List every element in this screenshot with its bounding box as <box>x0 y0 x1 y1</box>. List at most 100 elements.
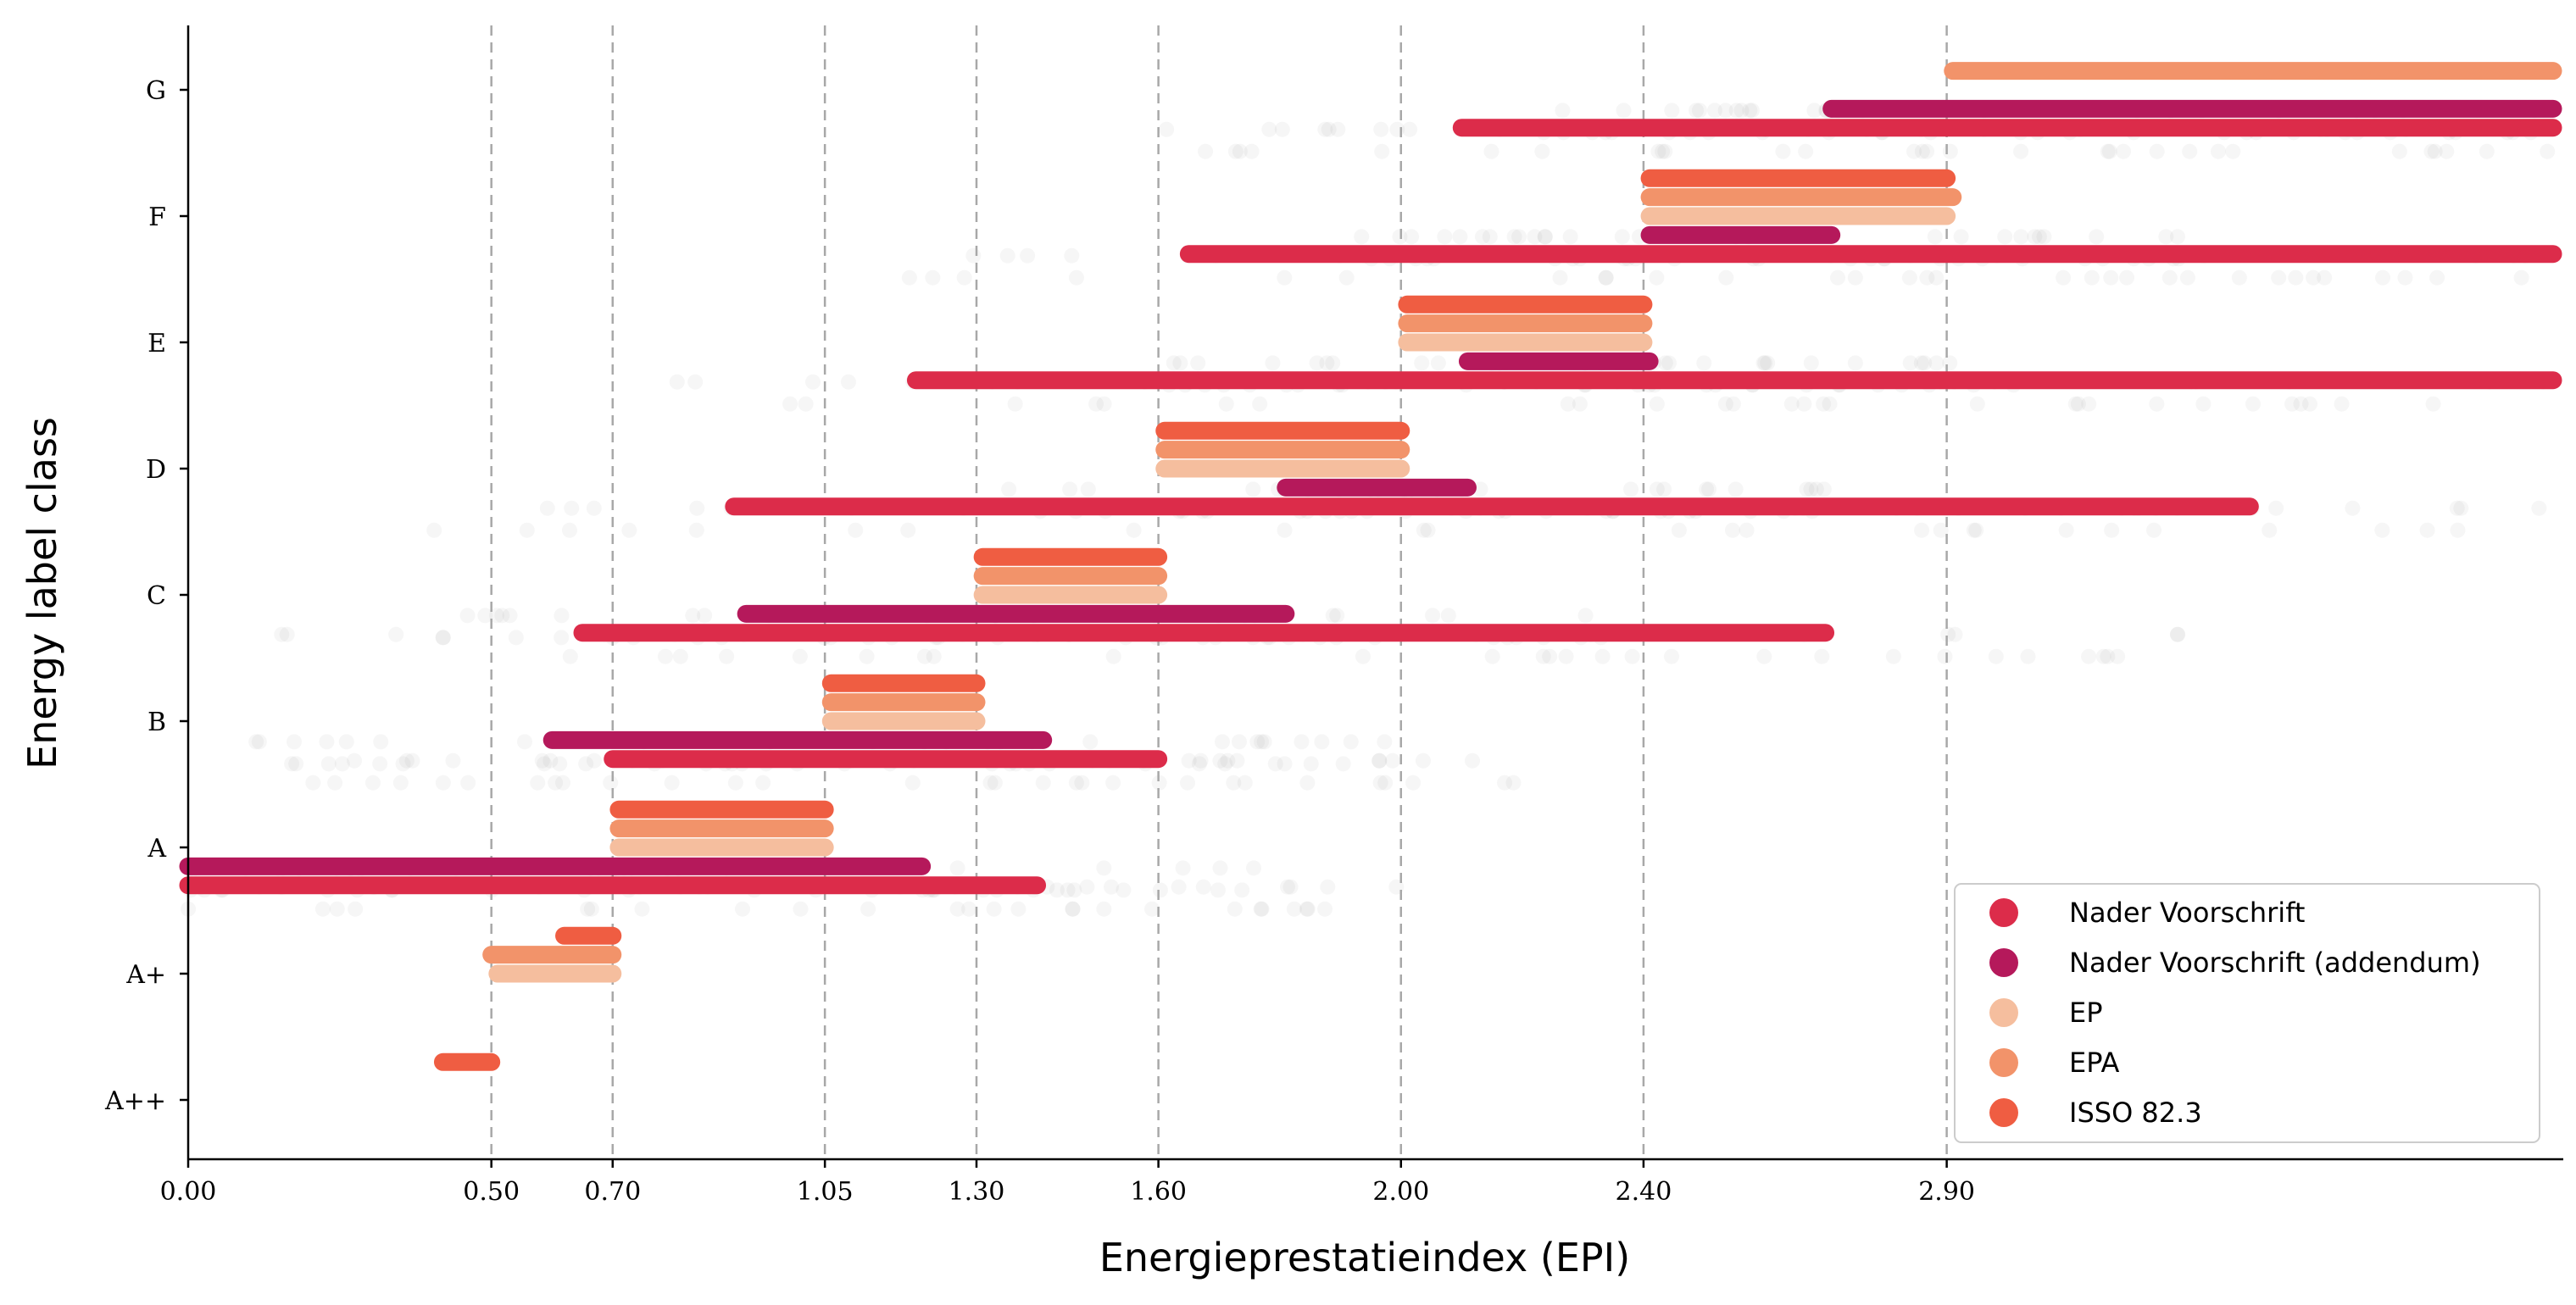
y-tick-label: F <box>148 203 166 232</box>
legend-label: ISSO 82.3 <box>2069 1097 2202 1129</box>
background-dot <box>1144 901 1160 917</box>
background-dot <box>1452 229 1468 245</box>
background-dot <box>1598 269 1614 286</box>
background-dot <box>1616 103 1632 119</box>
background-dot <box>284 756 300 772</box>
background-dot <box>1798 143 1814 159</box>
background-dot <box>1116 882 1132 898</box>
background-dot <box>1335 756 1351 772</box>
background-dot <box>392 775 409 791</box>
background-dot <box>1552 269 1568 286</box>
background-dot <box>688 522 704 538</box>
background-dot <box>435 775 451 791</box>
background-dot <box>926 648 942 664</box>
background-dot <box>1902 355 1918 371</box>
background-dot <box>1191 756 1207 772</box>
background-dot <box>1105 648 1121 664</box>
background-dot <box>1253 901 1269 917</box>
y-tick-label: G <box>146 76 166 106</box>
background-dot <box>1724 522 1740 538</box>
background-dot <box>2067 396 2084 412</box>
background-dot <box>564 500 580 516</box>
background-dot <box>735 901 751 917</box>
background-dot <box>2288 269 2304 286</box>
background-dot <box>848 522 864 538</box>
series-group <box>433 169 1956 1071</box>
background-dot <box>2423 143 2440 159</box>
background-dot <box>288 756 304 772</box>
background-dot <box>2027 229 2043 245</box>
background-dot <box>2334 396 2350 412</box>
background-dot <box>965 247 982 264</box>
background-dot <box>916 648 932 664</box>
background-dot <box>2429 269 2445 286</box>
background-dot <box>1425 608 1441 624</box>
y-tick-label: A+ <box>125 960 166 990</box>
background-dot <box>2013 229 2029 245</box>
background-dot <box>1261 121 1277 137</box>
background-dot <box>305 775 321 791</box>
background-dot <box>1927 229 1943 245</box>
background-dot <box>554 630 570 646</box>
background-dot <box>1193 752 1209 769</box>
background-dot <box>1416 522 1432 538</box>
background-dot <box>1234 882 1250 898</box>
background-dot <box>562 648 578 664</box>
background-dot <box>388 626 404 642</box>
background-dot <box>982 775 999 791</box>
background-dot <box>1497 775 1513 791</box>
background-dot <box>1928 269 1945 286</box>
legend-marker <box>1989 898 2018 927</box>
background-dot <box>1742 103 1758 119</box>
background-dot <box>1649 481 1665 497</box>
background-dot <box>1065 901 1081 917</box>
background-dot <box>364 775 381 791</box>
background-dot <box>2397 269 2413 286</box>
background-dot <box>2169 626 2185 642</box>
background-dot <box>1783 396 1800 412</box>
background-dot <box>1706 103 1722 119</box>
background-dot <box>687 374 704 390</box>
background-dot <box>1650 143 1666 159</box>
background-dot <box>925 269 941 286</box>
background-dot <box>1068 269 1084 286</box>
background-dot <box>1537 229 1553 245</box>
background-dot <box>2450 522 2466 538</box>
background-dot <box>1404 229 1420 245</box>
background-dot <box>561 522 577 538</box>
background-dot <box>1354 229 1370 245</box>
background-dot <box>904 775 921 791</box>
background-dot <box>1252 396 1268 412</box>
background-dot <box>2345 500 2361 516</box>
background-dot <box>459 608 476 624</box>
background-dot <box>1405 775 1422 791</box>
background-dot <box>489 608 505 624</box>
background-dot <box>1664 648 1680 664</box>
legend-marker <box>1989 1048 2018 1077</box>
background-dot <box>1105 775 1121 791</box>
background-dot <box>2479 143 2495 159</box>
y-tick-label: E <box>147 329 166 358</box>
background-dot <box>251 734 267 750</box>
y-axis-title: Energy label class <box>19 417 65 769</box>
background-dot <box>494 608 510 624</box>
background-dot <box>395 756 411 772</box>
background-dot <box>949 860 965 876</box>
background-dot <box>274 626 290 642</box>
background-dot <box>1321 121 1337 137</box>
background-dot <box>672 648 688 664</box>
background-dot <box>248 734 264 750</box>
background-dot <box>537 756 553 772</box>
background-dot <box>1277 756 1293 772</box>
background-dot <box>319 734 335 750</box>
background-dot <box>334 756 350 772</box>
background-dot <box>1232 143 1248 159</box>
background-dot <box>1212 752 1228 769</box>
background-dot <box>1227 901 1243 917</box>
background-dot <box>1420 522 1436 538</box>
x-tick-label: 2.00 <box>1372 1177 1429 1207</box>
background-dot <box>1757 355 1773 371</box>
series-group <box>488 207 1956 983</box>
background-dot <box>1171 879 1187 895</box>
background-dot <box>2317 269 2333 286</box>
